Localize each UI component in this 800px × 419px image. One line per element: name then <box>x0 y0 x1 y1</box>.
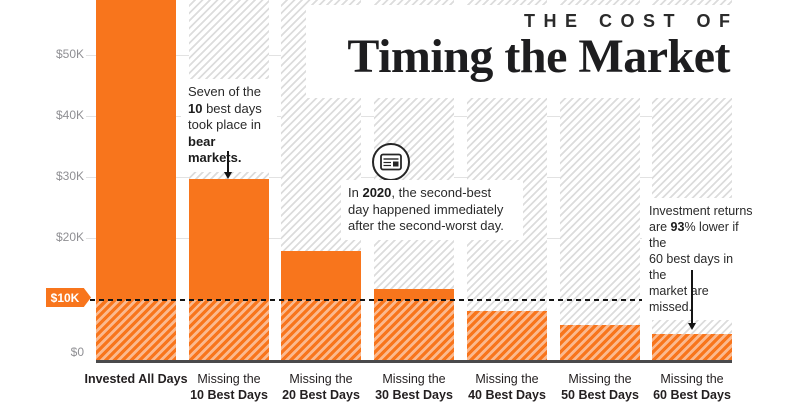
annotation-2020: In 2020, the second-best day happened imm… <box>341 180 523 240</box>
annotation-line: 60 best days in the <box>649 252 734 282</box>
x-label-line2: 40 Best Days <box>468 388 546 402</box>
bar-hatched-segment <box>281 300 361 360</box>
bar-6 <box>560 325 640 360</box>
x-label-line2: 10 Best Days <box>190 388 268 402</box>
annotation-arrowhead-bear <box>224 172 232 179</box>
bar-hatched-segment <box>467 311 547 360</box>
x-label-line1: Missing the <box>568 372 632 386</box>
x-axis-label: Missing the 20 Best Days <box>266 371 376 403</box>
bar-hatched-segment <box>189 300 269 360</box>
annotation-line: 10 best days <box>188 100 262 116</box>
annotation-arrow-returns <box>691 270 693 324</box>
annotation-line: after the second-worst day. <box>348 218 504 233</box>
x-label-line1: Missing the <box>289 372 353 386</box>
annotation-line: day happened immediately <box>348 201 504 217</box>
y-axis-badge-10k: $10K <box>46 288 91 307</box>
newspaper-glyph <box>380 153 402 171</box>
annotation-bear-markets: Seven of the 10 best days took place in bea… <box>181 79 277 172</box>
bar-hatched-segment <box>652 334 732 360</box>
x-label-line1: Missing the <box>197 372 261 386</box>
x-axis-label: Invested All Days <box>81 371 191 387</box>
x-label-line2: 50 Best Days <box>561 388 639 402</box>
y-axis-tick: $30K <box>55 169 84 183</box>
x-label-line2: 20 Best Days <box>282 388 360 402</box>
annotation-line: Seven of the <box>188 84 261 99</box>
x-axis-label: Missing the 50 Best Days <box>545 371 655 403</box>
reference-line-10k <box>90 299 732 301</box>
y-axis-tick: $50K <box>55 47 84 61</box>
x-label-line2: 60 Best Days <box>653 388 731 402</box>
x-label-line1: Missing the <box>660 372 724 386</box>
title-main: Timing the Market <box>347 30 730 83</box>
x-axis-label: Missing the 60 Best Days <box>637 371 747 403</box>
annotation-line: Investment returns <box>649 204 753 218</box>
y-axis-tick: $0 <box>70 345 84 359</box>
bar-hatched-segment <box>374 300 454 360</box>
annotation-line: are 93% lower if the <box>649 220 739 250</box>
bar-1 <box>96 0 176 360</box>
y-axis-tick: $20K <box>55 230 84 244</box>
newspaper-icon <box>372 143 410 181</box>
annotation-line: bear markets. <box>188 133 242 166</box>
x-axis-label: Missing the 30 Best Days <box>359 371 469 403</box>
chart-title: THE COST OF Timing the Market <box>347 11 730 81</box>
x-axis-label: Missing the 10 Best Days <box>174 371 284 403</box>
x-label-line2: 30 Best Days <box>375 388 453 402</box>
bar-5 <box>467 311 547 360</box>
annotation-line: took place in <box>188 117 261 132</box>
annotation-arrow-bear <box>227 151 229 173</box>
title-kicker: THE COST OF <box>524 11 739 31</box>
y-axis-tick: $40K <box>55 108 84 122</box>
x-label-line1: Invested All Days <box>84 372 188 386</box>
x-label-line1: Missing the <box>475 372 539 386</box>
x-axis-line <box>96 360 732 363</box>
bar-7 <box>652 334 732 360</box>
annotation-arrowhead-returns <box>688 323 696 330</box>
bar-2 <box>189 179 269 360</box>
bar-hatched-segment <box>560 325 640 360</box>
title-background <box>306 5 796 98</box>
annotation-returns: Investment returns are 93% lower if the 60… <box>642 198 760 320</box>
x-label-line1: Missing the <box>382 372 446 386</box>
badge-label: $10K <box>50 290 80 305</box>
x-axis-label: Missing the 40 Best Days <box>452 371 562 403</box>
annotation-line: market are missed. <box>649 284 709 314</box>
bar-3 <box>281 251 361 360</box>
bar-hatched-segment <box>96 300 176 360</box>
annotation-line: In 2020, the second-best <box>348 185 492 200</box>
